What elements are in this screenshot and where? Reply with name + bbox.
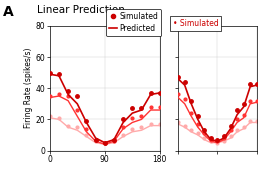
- Text: Linear Prediction: Linear Prediction: [37, 5, 124, 15]
- Text: A: A: [3, 5, 13, 19]
- Legend: Simulated, Predicted: Simulated, Predicted: [106, 9, 161, 36]
- Y-axis label: Firing Rate (spikes/s): Firing Rate (spikes/s): [24, 48, 33, 129]
- Text: • Simulated: • Simulated: [173, 19, 219, 28]
